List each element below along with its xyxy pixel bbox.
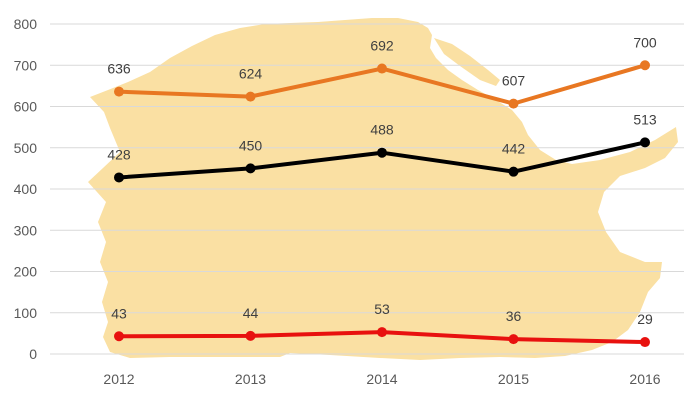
data-label: 36 bbox=[506, 308, 522, 324]
data-label: 700 bbox=[633, 34, 657, 50]
x-tick-label: 2012 bbox=[103, 371, 134, 387]
data-label: 43 bbox=[111, 305, 127, 321]
black-series-point bbox=[245, 163, 256, 174]
orange-series-point bbox=[114, 86, 124, 97]
x-axis: 2012 2013 2014 2015 2016 bbox=[103, 371, 660, 387]
x-tick-label: 2015 bbox=[498, 371, 529, 387]
data-label: 44 bbox=[243, 305, 259, 321]
red-series-point bbox=[640, 337, 650, 348]
data-label: 692 bbox=[370, 38, 394, 54]
orange-series-point bbox=[508, 98, 519, 109]
x-tick-label: 2014 bbox=[366, 371, 397, 387]
red-series-point bbox=[508, 334, 519, 345]
x-tick-label: 2016 bbox=[629, 371, 660, 387]
data-label: 442 bbox=[502, 141, 526, 157]
y-tick-label: 800 bbox=[14, 16, 38, 32]
data-label: 450 bbox=[239, 137, 263, 153]
data-label: 29 bbox=[637, 311, 653, 327]
y-tick-label: 500 bbox=[14, 140, 38, 156]
y-tick-label: 300 bbox=[14, 222, 38, 238]
black-series-point bbox=[640, 137, 650, 148]
y-tick-label: 600 bbox=[14, 99, 38, 115]
data-label: 428 bbox=[107, 146, 131, 162]
black-series-point bbox=[114, 172, 124, 183]
gridlines bbox=[50, 23, 684, 355]
orange-series-point bbox=[640, 60, 650, 71]
y-tick-label: 700 bbox=[14, 57, 38, 73]
data-label: 513 bbox=[633, 111, 657, 127]
data-labels: 636 624 692 607 700 428 450 488 442 513 43 44 53 36 29 bbox=[107, 34, 657, 327]
black-series-point bbox=[377, 147, 387, 158]
black-series-point bbox=[508, 166, 519, 177]
red-series-point bbox=[114, 331, 124, 342]
series-lines bbox=[114, 60, 650, 348]
data-label: 636 bbox=[107, 61, 131, 77]
x-tick-label: 2013 bbox=[235, 371, 266, 387]
data-label: 488 bbox=[370, 122, 394, 138]
y-tick-label: 200 bbox=[14, 264, 38, 280]
orange-series-point bbox=[245, 91, 256, 102]
data-label: 624 bbox=[239, 66, 263, 82]
y-tick-label: 100 bbox=[14, 305, 38, 321]
y-axis: 0 100 200 300 400 500 600 700 800 bbox=[14, 16, 38, 362]
y-tick-label: 400 bbox=[14, 181, 38, 197]
map-peninsula bbox=[434, 38, 500, 86]
y-tick-label: 0 bbox=[29, 346, 37, 362]
red-series-point bbox=[377, 327, 387, 338]
data-label: 53 bbox=[374, 301, 390, 317]
orange-series-point bbox=[377, 63, 387, 74]
data-label: 607 bbox=[502, 73, 526, 89]
red-series-point bbox=[245, 330, 256, 341]
